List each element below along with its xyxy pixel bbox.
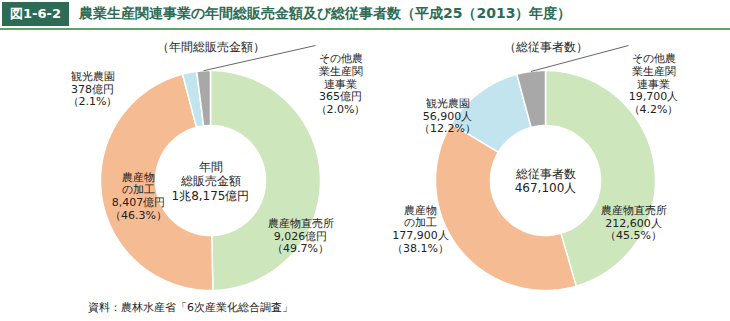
html-text:資料：農林水産省「6次産業化総合調査」: 資料：農林水産省「6次産業化総合調査」 bbox=[88, 301, 293, 314]
html-text:図1-6-2: 図1-6-2 bbox=[10, 6, 61, 21]
svg-text:年間総販売金額1兆8,175億円: 年間総販売金額1兆8,175億円 bbox=[172, 160, 250, 203]
html-text:農業生産関連事業の年間総販売金額及び総従事者数（平成25（2: 農業生産関連事業の年間総販売金額及び総従事者数（平成25（2013）年度） bbox=[78, 5, 572, 21]
svg-text:その他農業生産関連事業19,700人（4.2%）: その他農業生産関連事業19,700人（4.2%） bbox=[629, 52, 679, 116]
svg-text:（総従事者数）: （総従事者数） bbox=[504, 40, 588, 54]
svg-text:農産物直売所9,026億円（49.7%）: 農産物直売所9,026億円（49.7%） bbox=[268, 217, 334, 255]
svg-text:その他農業生産関連事業365億円（2.0%）: その他農業生産関連事業365億円（2.0%） bbox=[316, 52, 365, 116]
svg-text:（年間総販売金額）: （年間総販売金額） bbox=[157, 40, 265, 54]
svg-text:観光農園378億円（2.1%）: 観光農園378億円（2.1%） bbox=[68, 70, 118, 108]
svg-text:総従事者数467,100人: 総従事者数467,100人 bbox=[515, 167, 577, 195]
svg-text:農産物の加工177,900人（38.1%）: 農産物の加工177,900人（38.1%） bbox=[392, 204, 449, 255]
svg-text:農産物直売所212,600人（45.5%）: 農産物直売所212,600人（45.5%） bbox=[601, 204, 667, 242]
svg-text:観光農園56,900人（12.2%）: 観光農園56,900人（12.2%） bbox=[419, 97, 476, 135]
svg-text:農産物の加工8,407億円（46.3%）: 農産物の加工8,407億円（46.3%） bbox=[110, 171, 167, 222]
